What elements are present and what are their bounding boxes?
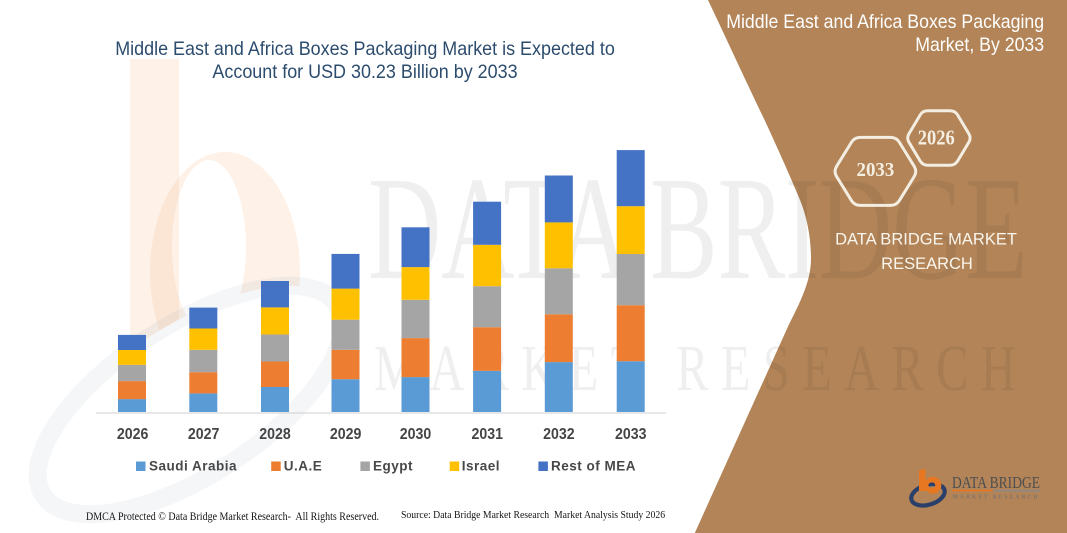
svg-text:2026: 2026	[918, 126, 955, 150]
svg-text:DATA BRIDGE: DATA BRIDGE	[952, 473, 1040, 492]
svg-text:U.A.E: U.A.E	[284, 458, 323, 473]
svg-text:2027: 2027	[188, 426, 220, 443]
svg-text:2033: 2033	[615, 426, 647, 443]
svg-text:Saudi Arabia: Saudi Arabia	[149, 458, 237, 473]
svg-text:Egypt: Egypt	[373, 458, 413, 473]
svg-text:2028: 2028	[259, 426, 291, 443]
svg-text:DATA BRIDGE MARKET: DATA BRIDGE MARKET	[835, 231, 1017, 249]
svg-text:Rest of MEA: Rest of MEA	[551, 458, 636, 473]
svg-text:Israel: Israel	[462, 458, 500, 473]
svg-text:2033: 2033	[857, 159, 895, 181]
svg-text:RESEARCH: RESEARCH	[881, 255, 973, 273]
svg-text:2030: 2030	[400, 426, 432, 443]
svg-text:MARKET RESEARCH: MARKET RESEARCH	[953, 494, 1040, 501]
svg-text:2029: 2029	[330, 426, 362, 443]
svg-text:2026: 2026	[117, 426, 149, 443]
svg-text:2031: 2031	[471, 426, 503, 443]
svg-text:2032: 2032	[543, 426, 575, 443]
